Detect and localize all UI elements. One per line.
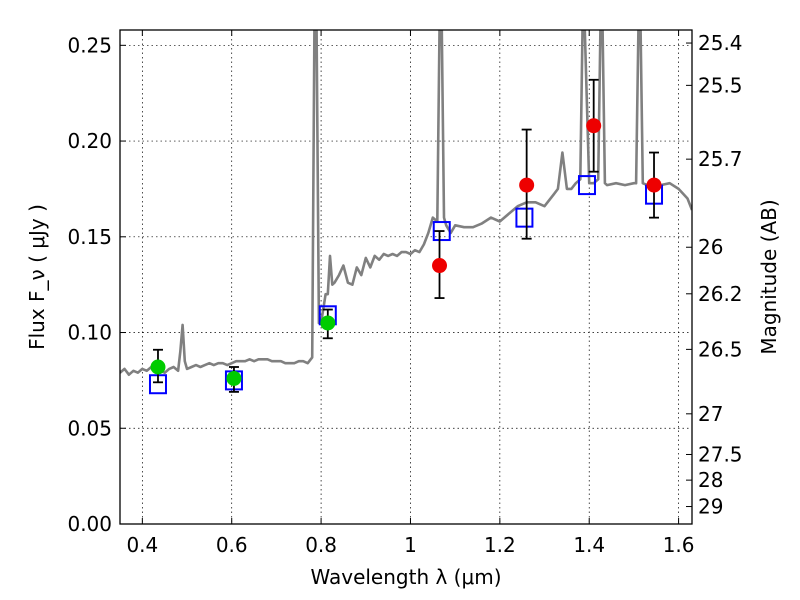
x-tick-label: 1.2 [484,533,516,557]
x-tick-label: 1.6 [663,533,695,557]
spectrum-line [120,30,692,377]
x-tick-label: 1 [404,533,417,557]
ticks: 0.4 0.6 0.8 1 1.2 1.4 1.6 0.00 0.05 0.10 0.15 0.20 0… [67,30,743,557]
y-tick-label: 0.15 [67,225,112,249]
magnitude-tick-label: 26.5 [698,337,743,361]
magnitude-tick-label: 29 [698,495,723,519]
y-axis-title: Flux F_ν ( μJy ) [25,204,49,350]
photometry-point [519,177,535,193]
magnitude-axis-title: Magnitude (AB) [757,199,781,354]
photometry-point [646,177,662,193]
y-tick-label: 0.00 [67,512,112,536]
plot-frame [119,29,693,525]
magnitude-tick-label: 26 [698,235,723,259]
y-tick-label: 0.25 [67,33,112,57]
plot-area [120,30,692,524]
magnitude-tick-label: 25.4 [698,31,743,55]
x-tick-label: 0.4 [126,533,158,557]
magnitude-tick-label: 28 [698,468,723,492]
x-tick-label: 0.8 [305,533,337,557]
x-tick-label: 1.4 [573,533,605,557]
magnitude-tick-label: 27 [698,402,723,426]
magnitude-tick-label: 26.2 [698,282,743,306]
model-square [577,175,596,196]
y-tick-label: 0.20 [67,129,112,153]
x-tick-label: 0.6 [216,533,248,557]
photometry-point [586,118,602,134]
magnitude-tick-label: 25.5 [698,73,743,97]
data-layer [120,30,692,395]
model-square [515,207,534,228]
y-tick-label: 0.10 [67,321,112,345]
photometry-point [150,359,166,375]
photometry-point [320,315,336,331]
model-square [432,221,451,242]
magnitude-tick-label: 25.7 [698,147,743,171]
photometry-point [226,370,242,386]
magnitude-tick-label: 27.5 [698,442,743,466]
y-tick-label: 0.05 [67,416,112,440]
photometry-point [432,258,448,274]
x-axis-title: Wavelength λ (μm) [310,565,501,589]
